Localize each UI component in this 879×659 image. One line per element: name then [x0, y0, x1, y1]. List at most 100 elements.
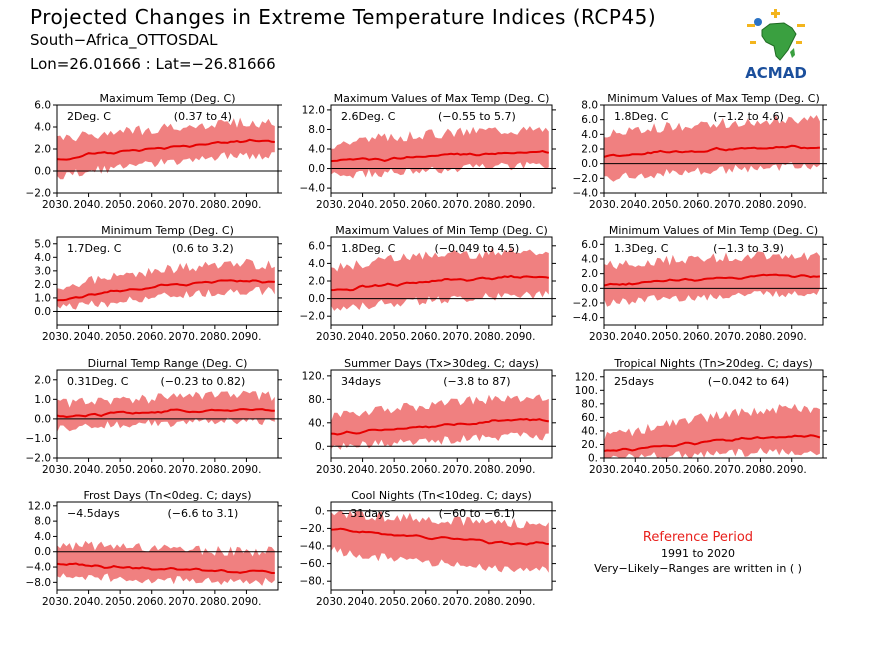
- median-line: [603, 273, 821, 287]
- y-tick-label: 1.0: [34, 292, 51, 304]
- y-tick-label: −4.0: [573, 312, 599, 324]
- y-tick-label: −1.0: [26, 433, 52, 445]
- x-tick-label: 2040.: [620, 199, 650, 211]
- y-tick-label: 12.0: [302, 104, 325, 116]
- median-line: [56, 562, 275, 574]
- chart-summary: −31days: [341, 507, 390, 520]
- chart-range: (−60 to −6.1): [439, 507, 516, 520]
- chart-summary: 25days: [614, 375, 654, 388]
- x-tick-label: 2040.: [74, 199, 104, 211]
- y-tick-label: 0.0: [34, 306, 51, 318]
- x-tick-label: 2090.: [777, 199, 807, 211]
- x-tick-label: 2050.: [652, 199, 682, 211]
- chart-range: (−1.3 to 3.9): [713, 242, 784, 255]
- x-tick-label: 2060.: [683, 199, 713, 211]
- x-tick-label: 2050.: [379, 464, 409, 476]
- x-tick-label: 2040.: [74, 464, 104, 476]
- y-tick-label: −2.0: [573, 173, 599, 185]
- x-tick-label: 2080.: [200, 331, 230, 343]
- y-tick-label: 4.0: [308, 258, 325, 270]
- x-tick-label: 2040.: [348, 199, 378, 211]
- x-tick-label: 2060.: [411, 464, 441, 476]
- range-band: [57, 540, 275, 586]
- y-tick-label: 120.: [302, 370, 325, 382]
- x-tick-label: 2070.: [442, 464, 472, 476]
- chart-range: (0.6 to 3.2): [172, 242, 234, 255]
- chart-title: Cool Nights (Tn<10deg. C; days): [351, 489, 532, 502]
- x-tick-label: 2080.: [745, 331, 775, 343]
- x-tick-label: 2040.: [74, 331, 104, 343]
- y-tick-label: 0.0: [308, 293, 325, 305]
- chart-5: −2.0 0.0 2.0 4.0 6.0 2030. 2040. 2050. 2060. 2070…: [300, 224, 556, 343]
- y-tick-label: 6.0: [581, 114, 598, 126]
- y-tick-label: 2.0: [581, 144, 598, 156]
- location-label: South−Africa_OTTOSDAL: [30, 31, 218, 49]
- y-tick-label: 100.: [575, 385, 598, 397]
- x-tick-label: 2050.: [105, 596, 135, 608]
- x-tick-label: 2090.: [505, 596, 535, 608]
- y-tick-label: 4.0: [34, 122, 51, 134]
- y-tick-label: 3.0: [34, 265, 51, 277]
- y-tick-label: 2.0: [581, 268, 598, 280]
- y-tick-label: −2.0: [26, 453, 52, 465]
- x-tick-label: 2070.: [168, 596, 198, 608]
- chart-range: (−1.2 to 4.6): [713, 110, 784, 123]
- x-tick-label: 2080.: [474, 464, 504, 476]
- reference-info: Reference Period 1991 to 2020 Very−Likel…: [580, 530, 816, 575]
- chart-9: 0. 20. 40.60. 80.100. 120. 2030. 2040. 2050. 206…: [575, 357, 827, 476]
- chart-range: (0.37 to 4): [174, 110, 232, 123]
- chart-11: −80.−60.−40.−20.0.2030. 2040. 2050. 2060. 20…: [300, 489, 556, 608]
- x-tick-label: 2080.: [474, 199, 504, 211]
- median-line: [330, 527, 549, 546]
- chart-summary: 2.6Deg. C: [341, 110, 396, 123]
- chart-6: −4.0 −2.0 0.0 2.0 4.0 6.0 2030. 2040. 2050. 2060.…: [573, 224, 827, 343]
- reference-title: Reference Period: [642, 530, 754, 545]
- x-tick-label: 2030.: [316, 596, 346, 608]
- plot-frame: [56, 501, 279, 591]
- x-tick-label: 2050.: [379, 331, 409, 343]
- x-tick-label: 2030.: [589, 331, 619, 343]
- chart-range: (−0.042 to 64): [708, 375, 789, 388]
- x-tick-label: 2030.: [42, 596, 72, 608]
- x-tick-label: 2060.: [137, 331, 167, 343]
- x-tick-label: 2090.: [505, 199, 535, 211]
- y-tick-label: 8.0: [34, 516, 51, 528]
- x-tick-label: 2070.: [442, 331, 472, 343]
- y-tick-label: −40.: [300, 541, 326, 553]
- x-tick-label: 2030.: [589, 464, 619, 476]
- x-tick-label: 2080.: [745, 464, 775, 476]
- y-tick-label: 0.0: [581, 158, 598, 170]
- median-line: [56, 279, 275, 302]
- range-note: Very−Likely−Ranges are written in ( ): [594, 562, 802, 575]
- y-tick-label: −2.0: [300, 311, 326, 323]
- chart-2: −4.0 0.0 4.0 8.0 12.0 2030. 2040. 2050. 2060. 207…: [300, 92, 556, 211]
- range-band: [331, 509, 549, 573]
- x-tick-label: 2090.: [777, 464, 807, 476]
- x-tick-label: 2030.: [316, 331, 346, 343]
- range-band: [604, 403, 820, 458]
- chart-title: Maximum Values of Max Temp (Deg. C): [334, 92, 550, 105]
- median-line: [56, 138, 275, 161]
- x-tick-label: 2090.: [505, 331, 535, 343]
- x-tick-label: 2060.: [137, 596, 167, 608]
- y-tick-label: 4.0: [308, 144, 325, 156]
- x-tick-label: 2050.: [652, 331, 682, 343]
- x-tick-label: 2090.: [231, 596, 261, 608]
- chart-title: Minimum Values of Max Temp (Deg. C): [607, 92, 820, 105]
- chart-summary: 34days: [341, 375, 381, 388]
- y-tick-label: 0.0: [308, 163, 325, 175]
- x-tick-label: 2030.: [42, 464, 72, 476]
- y-tick-label: 2.0: [34, 374, 51, 386]
- x-tick-label: 2070.: [168, 464, 198, 476]
- x-tick-label: 2080.: [474, 331, 504, 343]
- africa-map-icon: [747, 9, 805, 61]
- y-tick-label: 6.0: [34, 100, 51, 112]
- plot-frame: [56, 236, 279, 326]
- x-tick-label: 2040.: [620, 331, 650, 343]
- range-band: [604, 115, 820, 182]
- y-tick-label: 4.0: [34, 252, 51, 264]
- x-tick-label: 2060.: [683, 464, 713, 476]
- x-tick-label: 2030.: [42, 199, 72, 211]
